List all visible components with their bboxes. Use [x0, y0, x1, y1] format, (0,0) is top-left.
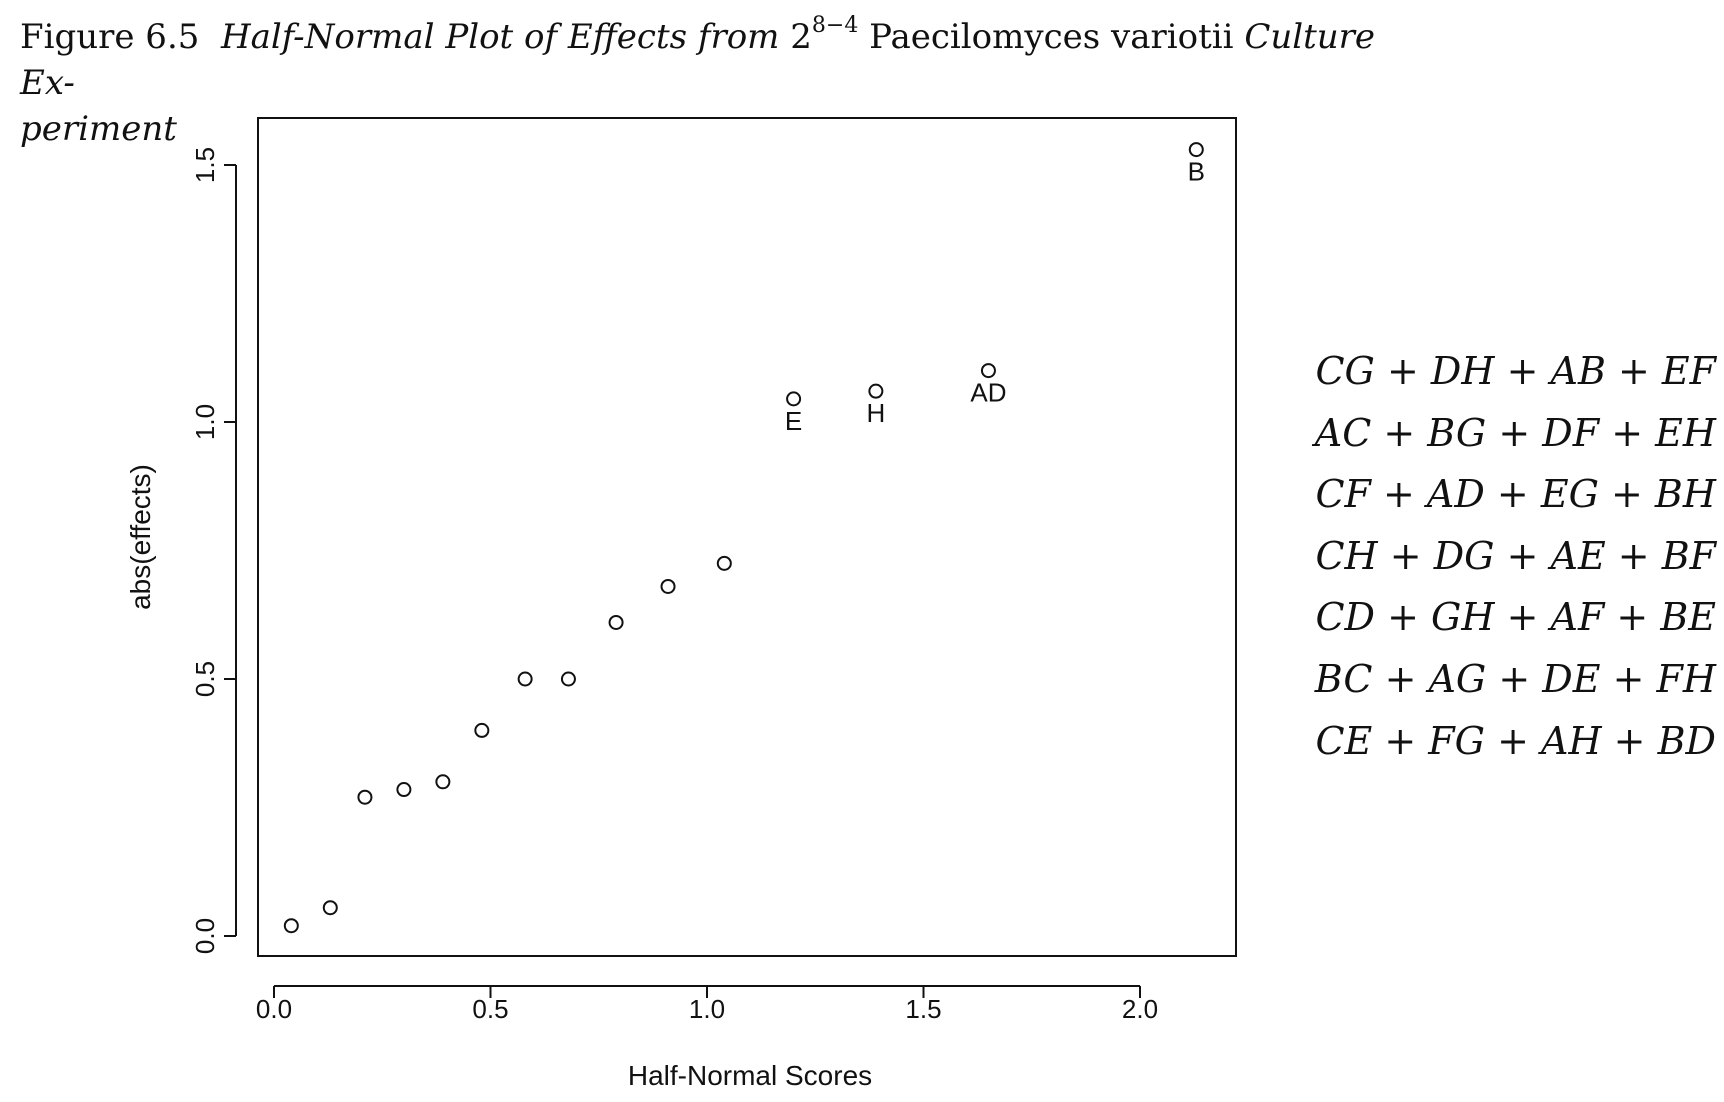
data-point: [357, 789, 373, 805]
alias-item: CF + AD + EG + BH: [1315, 472, 1716, 517]
caption-title-part2: Culture Ex-: [20, 17, 1376, 103]
alias-item: AC + BG + DF + EH: [1314, 410, 1716, 455]
data-point: [283, 918, 299, 934]
data-point: [435, 774, 451, 790]
caption-exponent: 8−4: [811, 12, 859, 38]
x-axis-label: Half-Normal Scores: [628, 1060, 872, 1091]
y-axis-label: abs(effects): [125, 464, 156, 610]
alias-item: CE + FG + AH + BD: [1315, 718, 1716, 763]
y-tick-label: 0.5: [190, 661, 220, 697]
data-point: [868, 383, 884, 399]
alias-item: BC + AG + DE + FH: [1314, 656, 1716, 701]
alias-list: CG + DH + AB + EF AC + BG + DF + EH CF + A…: [1296, 343, 1716, 774]
y-tick-label: 1.0: [190, 404, 220, 440]
x-axis: 0.0 0.5 1.0 1.5 2.0: [256, 985, 1158, 1024]
data-point: [474, 722, 490, 738]
data-point: [1188, 142, 1204, 158]
point-label: B: [1188, 157, 1205, 187]
plot-frame: [257, 117, 1237, 957]
y-axis: 0.0 0.5 1.0 1.5: [190, 147, 237, 954]
caption-design: 28−4: [790, 14, 858, 57]
x-tick-label: 2.0: [1122, 994, 1158, 1024]
alias-item: CD + GH + AF + BE: [1315, 595, 1716, 640]
x-tick-label: 1.5: [905, 994, 941, 1024]
figure-caption: Figure 6.5 Half-Normal Plot of Effects f…: [20, 14, 1410, 152]
data-point: [660, 578, 676, 594]
point-label: E: [785, 406, 802, 436]
alias-item: CG + DH + AB + EF: [1315, 349, 1716, 393]
caption-organism: Paecilomyces variotii: [869, 17, 1234, 57]
data-point: [560, 671, 576, 687]
x-tick-label: 0.5: [472, 994, 508, 1024]
caption-prefix: Figure 6.5: [20, 17, 200, 57]
data-point: [980, 363, 996, 379]
data-point: [396, 782, 412, 798]
caption-title-part3: periment: [20, 109, 177, 149]
y-tick-label: 0.0: [190, 918, 220, 954]
data-point: [322, 900, 338, 916]
point-label: AD: [970, 378, 1006, 408]
x-tick-label: 1.0: [689, 994, 725, 1024]
data-points: E H AD B: [283, 142, 1205, 934]
data-point: [786, 391, 802, 407]
data-point: [608, 614, 624, 630]
data-point: [716, 555, 732, 571]
caption-base: 2: [790, 17, 812, 57]
data-point: [517, 671, 533, 687]
caption-title-part1: Half-Normal Plot of Effects from: [221, 17, 780, 57]
y-tick-label: 1.5: [190, 147, 220, 183]
point-label: H: [866, 398, 885, 428]
alias-item: CH + DG + AE + BF: [1315, 533, 1716, 578]
x-tick-label: 0.0: [256, 994, 292, 1024]
